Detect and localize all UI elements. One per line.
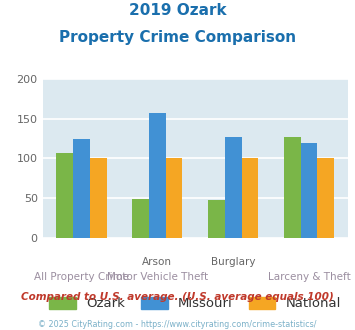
Bar	[166, 158, 182, 238]
Bar	[208, 200, 225, 238]
Text: © 2025 CityRating.com - https://www.cityrating.com/crime-statistics/: © 2025 CityRating.com - https://www.city…	[38, 320, 317, 329]
Bar	[73, 139, 90, 238]
Text: Motor Vehicle Theft: Motor Vehicle Theft	[107, 272, 208, 282]
Bar	[241, 158, 258, 238]
Text: Compared to U.S. average. (U.S. average equals 100): Compared to U.S. average. (U.S. average …	[21, 292, 334, 302]
Text: 2019 Ozark: 2019 Ozark	[129, 3, 226, 18]
Bar	[149, 113, 166, 238]
Text: All Property Crime: All Property Crime	[34, 272, 129, 282]
Text: Arson: Arson	[142, 257, 172, 267]
Bar	[56, 153, 73, 238]
Bar	[225, 137, 241, 238]
Text: Property Crime Comparison: Property Crime Comparison	[59, 30, 296, 45]
Bar	[284, 137, 301, 238]
Text: Larceny & Theft: Larceny & Theft	[268, 272, 350, 282]
Text: Burglary: Burglary	[211, 257, 255, 267]
Bar	[132, 199, 149, 238]
Bar	[90, 158, 106, 238]
Bar	[317, 158, 334, 238]
Legend: Ozark, Missouri, National: Ozark, Missouri, National	[44, 292, 346, 316]
Bar	[301, 143, 317, 238]
